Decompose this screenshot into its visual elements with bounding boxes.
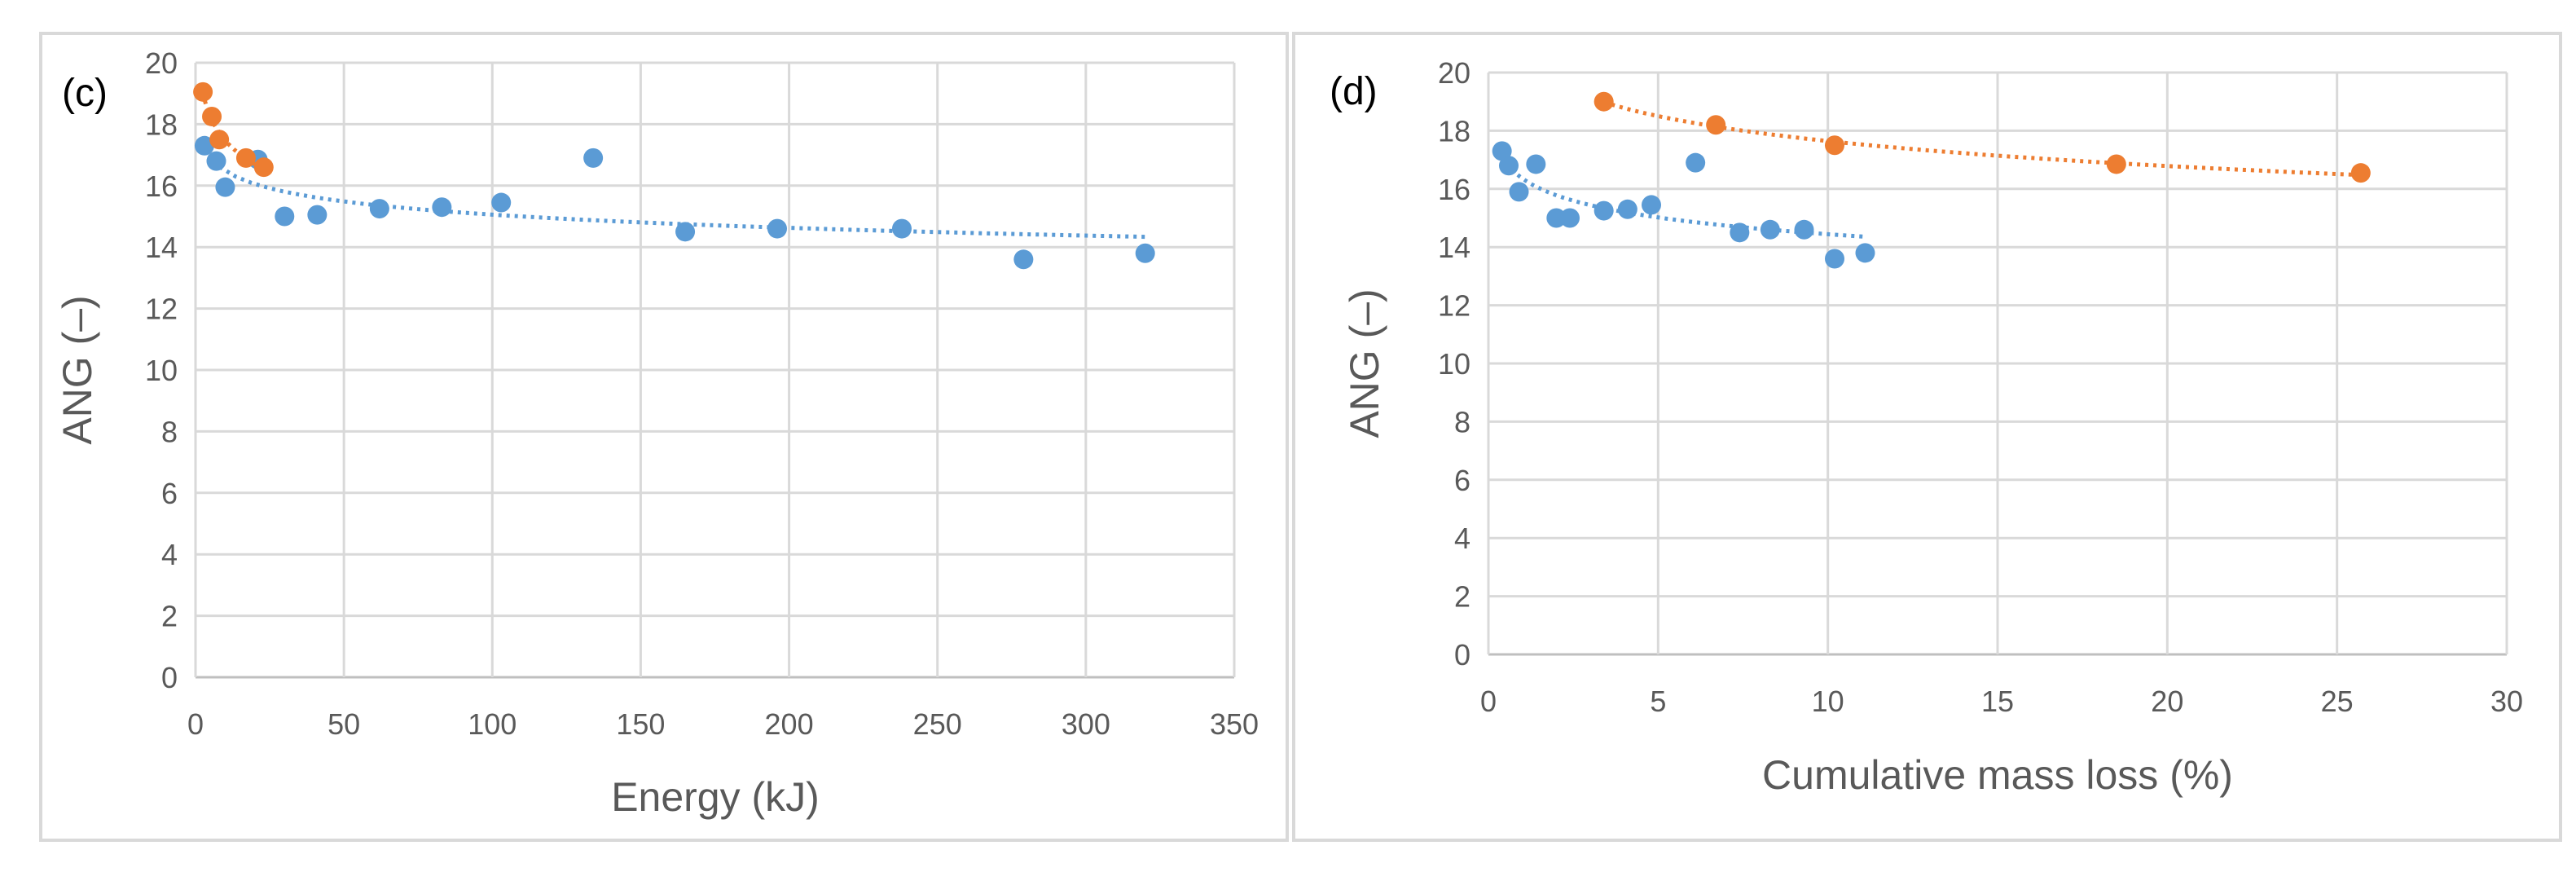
- data-point: [1855, 243, 1875, 263]
- data-point: [1135, 243, 1155, 263]
- gridlines: [194, 61, 1236, 679]
- data-point: [1594, 200, 1614, 221]
- data-point: [1492, 141, 1512, 161]
- x-tick-label: 250: [913, 707, 962, 741]
- y-tick-label: 6: [161, 477, 178, 510]
- y-tick-label: 0: [161, 661, 178, 694]
- data-point: [1706, 115, 1726, 135]
- y-axis-title: ANG (–): [55, 295, 100, 444]
- panel-border: [1292, 32, 2562, 842]
- x-tick-label: 200: [765, 707, 814, 741]
- data-point: [1686, 152, 1706, 173]
- y-tick-label: 8: [1454, 405, 1470, 438]
- gridlines: [1487, 71, 2508, 656]
- data-point: [1642, 195, 1661, 215]
- data-point: [1825, 249, 1844, 269]
- data-point: [253, 157, 274, 178]
- x-tick-label: 0: [187, 707, 204, 741]
- y-tick-label: 14: [1438, 231, 1470, 264]
- data-point: [1794, 219, 1814, 240]
- data-point: [767, 218, 787, 239]
- trendline-series-2: [1602, 100, 2361, 178]
- trendline-series-1: [202, 146, 1145, 240]
- y-tick-label: 4: [161, 538, 178, 571]
- data-point: [202, 106, 222, 126]
- series-2: [193, 81, 274, 178]
- y-tick-label: 0: [1454, 638, 1470, 672]
- series-2: [1594, 91, 2371, 183]
- x-axis-title: Cumulative mass loss (%): [1762, 752, 2233, 798]
- data-point: [193, 81, 213, 102]
- y-tick-label: 18: [1438, 114, 1470, 148]
- panel-label: (d): [1330, 70, 1378, 113]
- data-point: [194, 135, 214, 156]
- data-point: [2350, 163, 2371, 183]
- y-axis-title: ANG (–): [1342, 288, 1387, 438]
- data-point: [275, 206, 295, 227]
- data-point: [675, 222, 696, 242]
- x-tick-label: 30: [2490, 685, 2523, 718]
- y-tick-label: 6: [1454, 464, 1470, 497]
- data-point: [892, 218, 912, 239]
- y-tick-label: 20: [1438, 56, 1470, 90]
- data-point: [369, 199, 389, 219]
- x-tick-label: 15: [1981, 685, 2014, 718]
- x-tick-label: 25: [2321, 685, 2354, 718]
- y-tick-label: 12: [1438, 289, 1470, 323]
- data-point: [1594, 91, 1614, 112]
- y-tick-label: 4: [1454, 522, 1470, 555]
- data-point: [583, 148, 604, 168]
- x-tick-label: 100: [468, 707, 517, 741]
- x-tick-label: 350: [1210, 707, 1259, 741]
- x-tick-label: 5: [1650, 685, 1666, 718]
- data-point: [307, 205, 327, 225]
- data-point: [1617, 199, 1637, 219]
- series-1: [1492, 141, 1875, 269]
- y-tick-label: 16: [145, 170, 178, 203]
- data-point: [1730, 222, 1750, 243]
- data-point: [1013, 249, 1034, 270]
- data-point: [215, 177, 235, 197]
- data-point: [209, 130, 230, 150]
- y-tick-label: 18: [145, 108, 178, 141]
- y-tick-label: 2: [161, 600, 178, 633]
- data-point: [1546, 208, 1567, 228]
- x-tick-label: 50: [327, 707, 360, 741]
- y-tick-label: 14: [145, 231, 178, 264]
- data-point: [491, 192, 512, 213]
- data-point: [1499, 156, 1519, 176]
- x-tick-label: 10: [1812, 685, 1844, 718]
- panel-label: (c): [62, 72, 108, 115]
- y-tick-label: 12: [145, 293, 178, 326]
- chart-panel-d: (d) ANG (–) Cumulative mass loss (%) 0 2 4…: [1292, 32, 2562, 842]
- y-tick-label: 10: [1438, 347, 1470, 381]
- y-tick-label: 20: [145, 46, 178, 80]
- data-point: [1760, 219, 1780, 240]
- panel-border: [39, 32, 1289, 842]
- y-tick-label: 8: [161, 415, 178, 448]
- data-point: [206, 151, 226, 171]
- data-point: [2106, 154, 2126, 174]
- x-axis-title: Energy (kJ): [611, 774, 820, 820]
- chart-panel-c: (c) ANG (–) Energy (kJ) 0 2 4 6 8 10 12 14 16 18 2…: [39, 32, 1289, 842]
- data-point: [235, 148, 256, 168]
- x-tick-label: 300: [1062, 707, 1110, 741]
- y-tick-label: 16: [1438, 173, 1470, 206]
- data-point: [1509, 182, 1529, 202]
- y-tick-label: 2: [1454, 580, 1470, 614]
- x-tick-label: 0: [1480, 685, 1497, 718]
- data-point: [1526, 154, 1546, 174]
- x-tick-label: 150: [616, 707, 665, 741]
- y-tick-label: 10: [145, 354, 178, 387]
- x-tick-label: 20: [2151, 685, 2183, 718]
- data-point: [1825, 135, 1844, 156]
- data-point: [432, 197, 452, 218]
- data-point: [1560, 208, 1580, 228]
